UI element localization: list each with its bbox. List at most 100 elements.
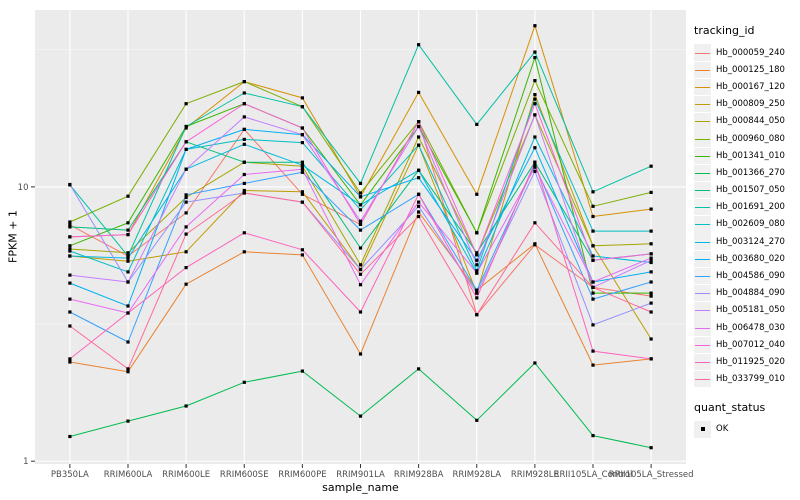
legend-line-swatch [695, 172, 710, 174]
legend-line-swatch [695, 293, 710, 295]
legend-item-label: Hb_000960_080 [716, 133, 785, 144]
legend-key-box [694, 44, 711, 61]
data-point [591, 323, 595, 327]
legend-key-box [694, 267, 711, 285]
data-point [242, 142, 246, 146]
legend-item-Hb_003124_270: Hb_003124_270 [694, 233, 798, 250]
data-point [242, 115, 246, 119]
data-point [300, 170, 304, 174]
legend-item-Hb_001341_010: Hb_001341_010 [694, 147, 798, 164]
legend-line-swatch [695, 224, 710, 226]
data-point [300, 248, 304, 252]
data-point [126, 228, 130, 232]
legend-line-swatch [695, 138, 710, 140]
x-tick-label: RRIM600PE [278, 470, 326, 480]
x-tick-label: RRIM928BA [394, 470, 444, 480]
x-tick-label: RRIM901LA [336, 470, 385, 480]
data-point [184, 250, 188, 254]
data-point [417, 90, 421, 94]
data-point [417, 204, 421, 208]
data-point [533, 24, 537, 28]
data-point [417, 143, 421, 147]
data-point [358, 272, 363, 276]
legend-entries: Hb_000059_240 Hb_000125_180 Hb_000167_120 H… [694, 44, 798, 388]
data-point [358, 181, 363, 185]
data-point [68, 225, 72, 229]
data-point [591, 204, 595, 208]
data-point [184, 102, 188, 106]
data-point [649, 258, 653, 262]
data-point [242, 160, 246, 164]
data-point [649, 164, 653, 168]
legend-key-box [694, 233, 711, 250]
data-point [68, 244, 72, 248]
data-point [126, 259, 130, 263]
y-axis-title: FPKM + 1 [6, 210, 20, 263]
data-point [184, 266, 188, 270]
data-point [184, 211, 188, 215]
legend-title-quant-status: quant_status [694, 400, 766, 414]
data-point [358, 208, 363, 212]
data-point [184, 167, 188, 171]
legend-line-swatch [695, 155, 710, 157]
data-point [649, 301, 653, 305]
legend-item-label: Hb_001366_270 [716, 167, 785, 178]
data-point [591, 349, 595, 353]
data-point [475, 263, 479, 267]
data-point [126, 419, 130, 423]
data-point [649, 190, 653, 194]
data-point [533, 146, 537, 150]
data-point [68, 247, 72, 251]
data-point [533, 50, 537, 54]
data-point [126, 221, 130, 225]
data-point [649, 256, 653, 260]
data-point [417, 135, 421, 139]
data-point [358, 352, 363, 356]
data-point [242, 91, 246, 95]
legend-item-label: Hb_000059_240 [716, 47, 785, 58]
legend-item-Hb_001366_270: Hb_001366_270 [694, 164, 798, 182]
x-tick-label: PB350LA [51, 470, 89, 480]
legend-item-Hb_000809_250: Hb_000809_250 [694, 95, 798, 113]
data-point [358, 195, 363, 199]
data-point [649, 310, 653, 314]
data-point [184, 282, 188, 286]
legend-item-Hb_007012_040: Hb_007012_040 [694, 336, 798, 353]
data-point [475, 231, 479, 235]
data-point [533, 242, 537, 246]
quant-status-section: quant_status OK [694, 401, 798, 438]
data-point [591, 229, 595, 233]
legend-item-label: Hb_002609_080 [716, 219, 785, 230]
data-point [300, 96, 304, 100]
legend-key-box [694, 95, 711, 113]
legend-line-swatch [695, 379, 710, 381]
data-point [533, 163, 537, 167]
data-point [242, 231, 246, 235]
data-point [475, 313, 479, 317]
data-point [300, 160, 304, 164]
data-point [591, 291, 595, 295]
x-tick-label: RRIM600LE [162, 470, 210, 480]
legend-line-swatch [695, 69, 710, 71]
legend-item-label: Hb_000844_050 [716, 116, 785, 127]
legend-item-ok: OK [694, 421, 798, 438]
data-point [591, 363, 595, 367]
data-point [300, 133, 304, 137]
data-point [417, 124, 421, 129]
legend-item-label: Hb_001691_200 [716, 202, 785, 213]
data-point [242, 137, 246, 141]
data-point [300, 163, 304, 167]
data-point [417, 168, 421, 172]
data-point [126, 304, 130, 308]
data-point [242, 191, 246, 195]
legend-item-label: Hb_003124_270 [716, 236, 785, 247]
legend-item-label: Hb_004586_090 [716, 271, 785, 282]
data-point [126, 370, 130, 374]
data-point [300, 141, 304, 145]
data-point [242, 181, 246, 185]
data-point [68, 324, 72, 328]
data-point [68, 235, 72, 239]
data-point [475, 192, 479, 196]
data-point [358, 246, 363, 250]
data-point [126, 251, 130, 255]
